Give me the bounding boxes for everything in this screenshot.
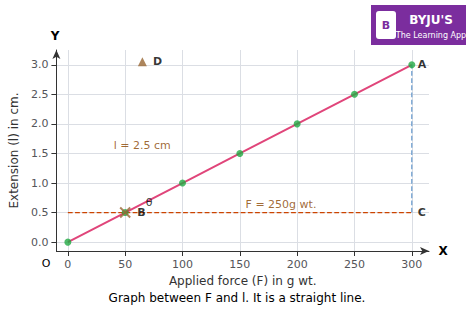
svg-text:C: C — [418, 206, 426, 219]
svg-text:l = 2.5 cm: l = 2.5 cm — [114, 139, 171, 152]
svg-text:1.5: 1.5 — [31, 147, 49, 160]
svg-text:3.0: 3.0 — [31, 58, 49, 71]
svg-text:X: X — [438, 244, 448, 258]
svg-text:0.5: 0.5 — [31, 206, 49, 219]
svg-text:0: 0 — [64, 258, 71, 271]
svg-text:θ: θ — [146, 196, 153, 209]
svg-text:2.5: 2.5 — [31, 88, 49, 101]
svg-text:Y: Y — [50, 29, 60, 43]
svg-text:A: A — [418, 58, 427, 71]
svg-text:B: B — [382, 19, 390, 32]
svg-text:B: B — [137, 206, 145, 219]
svg-text:The Learning App: The Learning App — [395, 31, 466, 40]
svg-text:1.0: 1.0 — [31, 177, 49, 190]
svg-text:150: 150 — [229, 258, 250, 271]
svg-text:100: 100 — [172, 258, 193, 271]
svg-text:BYJU'S: BYJU'S — [409, 13, 453, 27]
svg-text:Extension (l) in cm.: Extension (l) in cm. — [7, 92, 21, 208]
svg-text:F = 250g wt.: F = 250g wt. — [246, 198, 317, 211]
svg-text:0.0: 0.0 — [31, 236, 49, 249]
svg-text:2.0: 2.0 — [31, 117, 49, 130]
svg-text:200: 200 — [287, 258, 308, 271]
svg-text:50: 50 — [118, 258, 132, 271]
svg-text:Graph between F and l. It is a: Graph between F and l. It is a straight … — [109, 291, 366, 305]
svg-text:250: 250 — [344, 258, 365, 271]
svg-text:Applied force (F) in g wt.: Applied force (F) in g wt. — [169, 274, 317, 288]
svg-text:D: D — [153, 55, 162, 68]
svg-text:300: 300 — [401, 258, 422, 271]
svg-text:O: O — [42, 257, 51, 270]
